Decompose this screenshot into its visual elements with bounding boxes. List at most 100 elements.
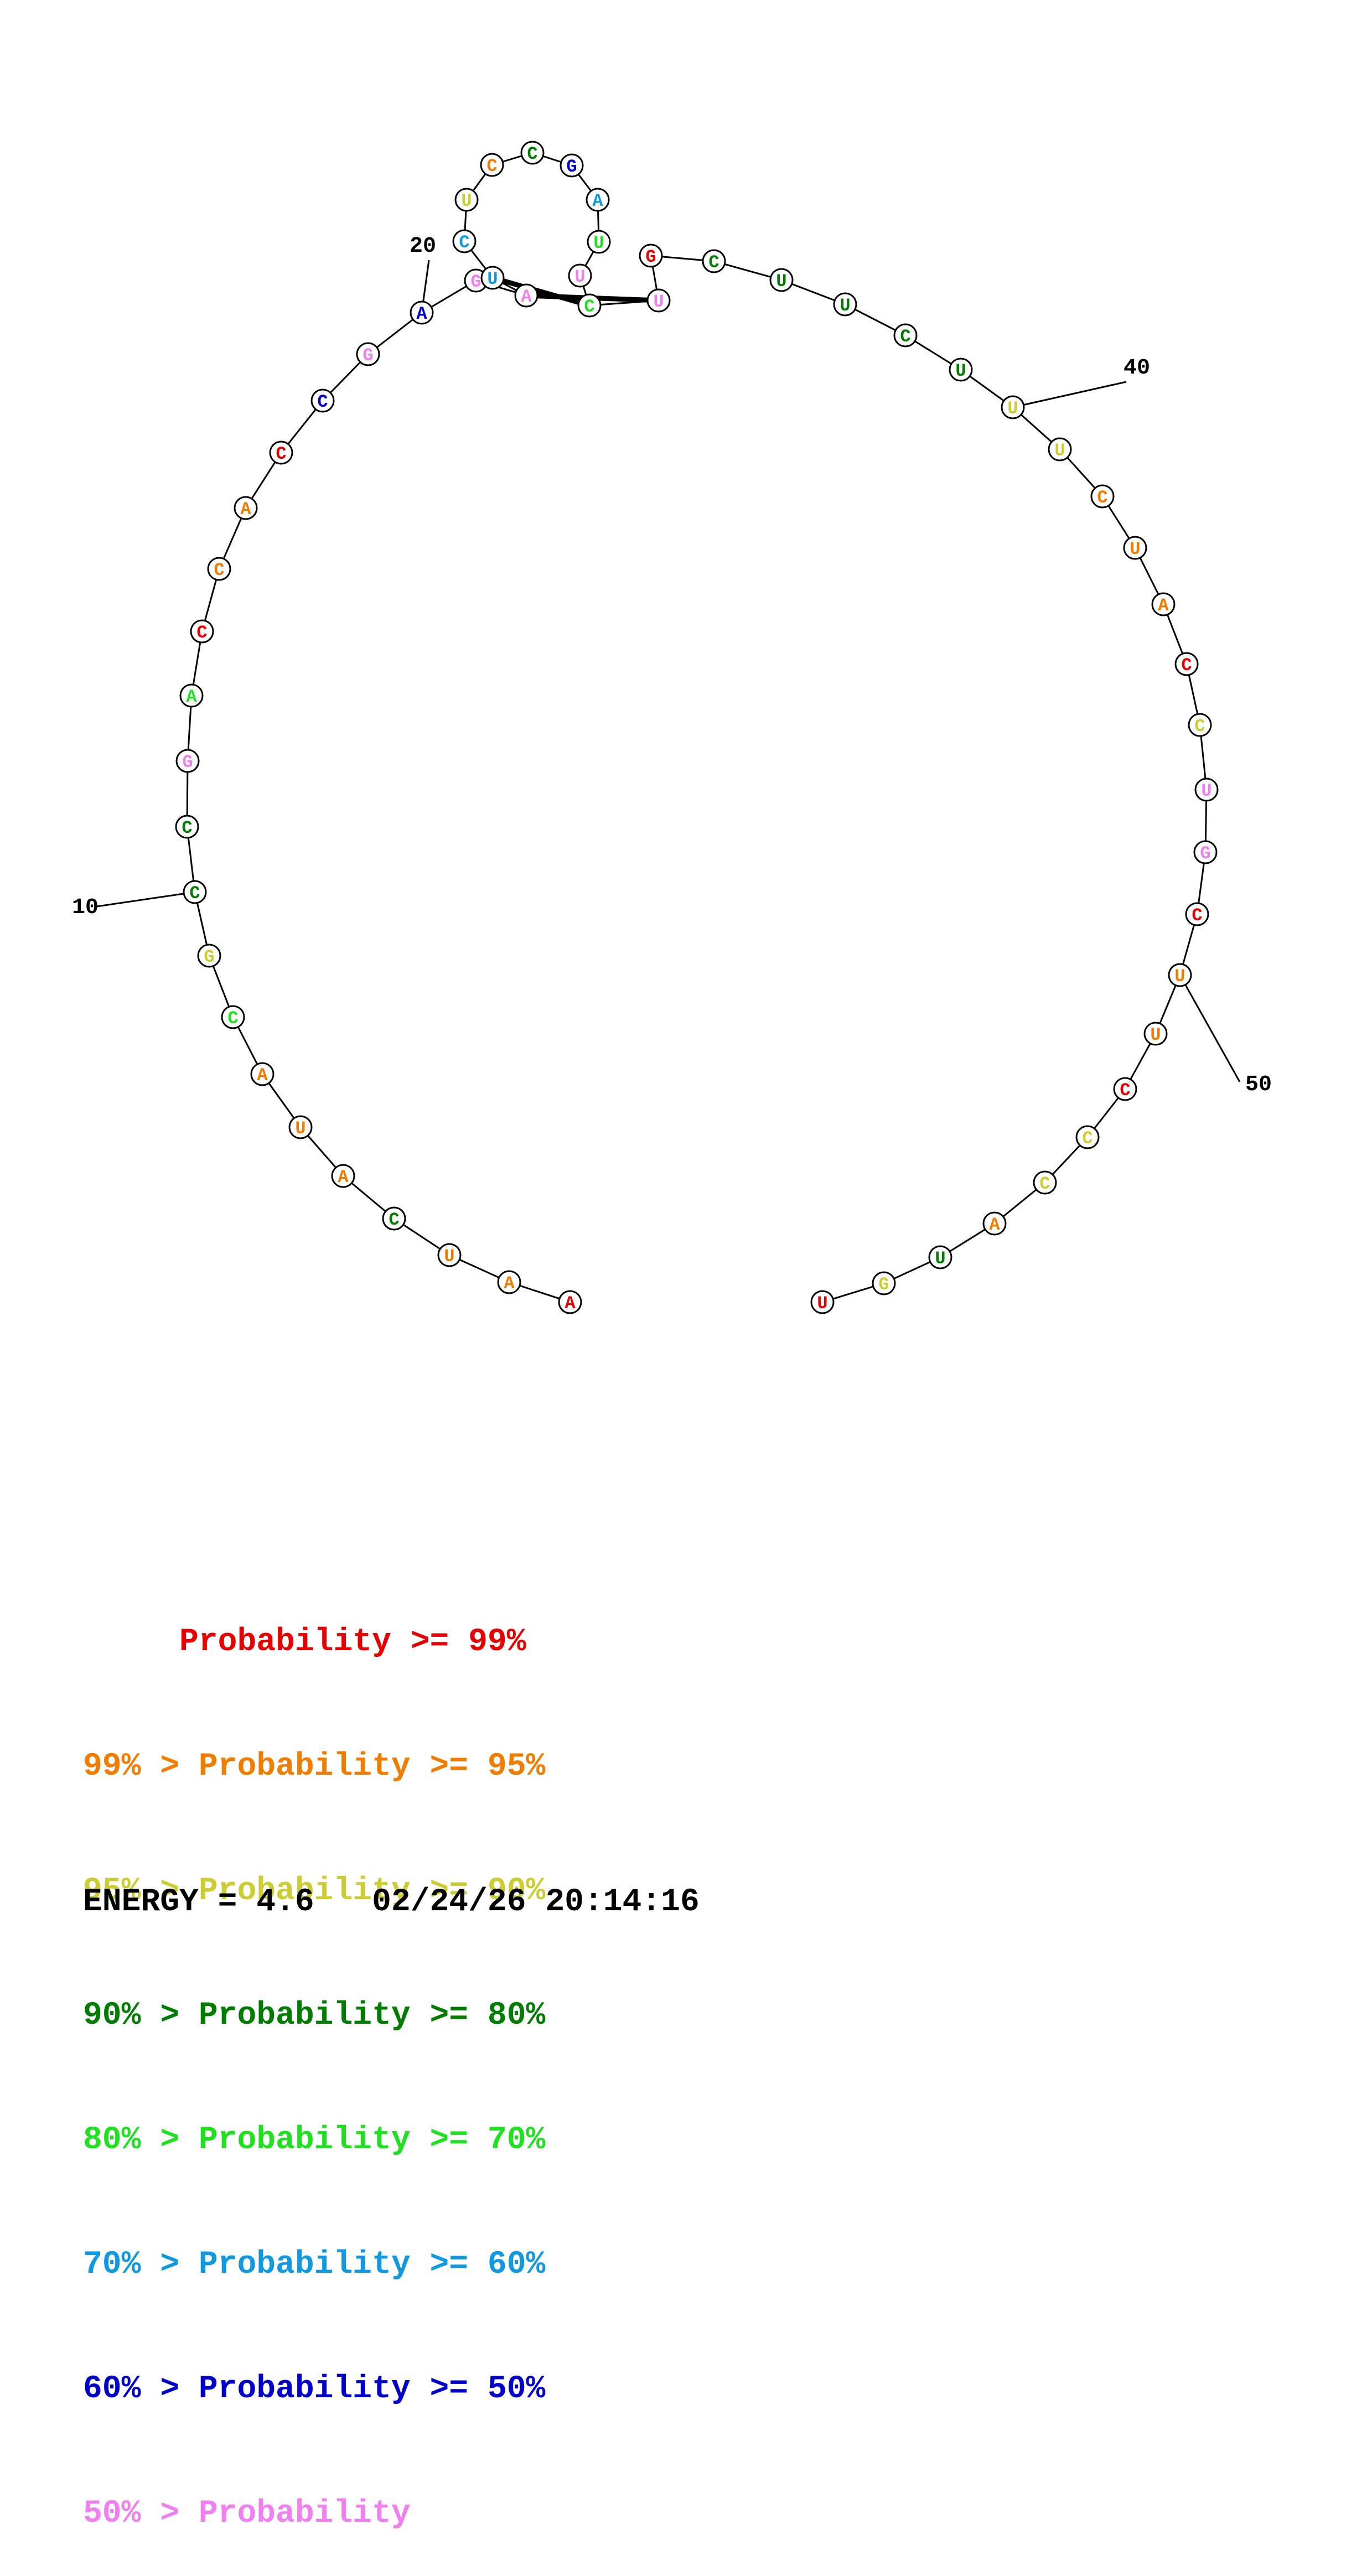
nucleotide-letter: A: [240, 499, 251, 520]
nucleotide: G: [175, 749, 200, 773]
nucleotide: C: [702, 249, 726, 273]
nucleotide: C: [183, 880, 207, 904]
nucleotide-letter: C: [214, 560, 224, 580]
nucleotide: C: [577, 293, 602, 318]
nucleotide-letter: U: [817, 1293, 827, 1314]
legend-row-95: 99% > Probability >= 95%: [83, 1749, 546, 1785]
nucleotide-letter: U: [461, 191, 472, 211]
nucleotide-circle: [1168, 963, 1192, 987]
nucleotide-circle: [1090, 484, 1115, 509]
nucleotide: C: [520, 141, 545, 165]
position-tick: [1012, 381, 1127, 408]
nucleotide-circle: [1143, 1022, 1168, 1046]
nucleotide-letter: A: [338, 1167, 349, 1188]
nucleotide-circle: [639, 243, 663, 268]
nucleotide-letter: U: [1150, 1025, 1161, 1045]
nucleotide-circle: [356, 342, 380, 366]
nucleotide-letter: G: [878, 1274, 889, 1295]
backbone-layer: [186, 152, 1208, 1303]
nucleotide-letter: A: [186, 687, 197, 707]
nucleotide-letter: G: [204, 947, 214, 967]
position-tick: [96, 891, 195, 908]
nucleotide-letter: G: [470, 272, 481, 292]
nucleotide-circle: [872, 1271, 896, 1295]
nucleotide-letter: U: [444, 1246, 454, 1267]
position-label-20: 20: [410, 234, 436, 259]
nucleotide-circle: [1113, 1077, 1137, 1101]
nucleotide: A: [586, 188, 610, 212]
nucleotide-letter: A: [504, 1273, 515, 1294]
nucleotide-letter: C: [1039, 1174, 1050, 1194]
nucleotide: A: [558, 1290, 582, 1314]
nucleotide: U: [833, 292, 857, 317]
nucleotide: A: [982, 1211, 1007, 1236]
position-label-40: 40: [1124, 356, 1150, 381]
nucleotide-circle: [520, 141, 545, 165]
legend-row-70: 80% > Probability >= 70%: [83, 2122, 546, 2158]
nucleotide: C: [893, 323, 918, 348]
nucleotide: C: [190, 619, 214, 644]
nucleotide-circle: [190, 619, 214, 644]
nucleotide: C: [382, 1206, 406, 1231]
nucleotide: U: [437, 1243, 462, 1267]
nucleotide-circle: [1188, 713, 1212, 737]
position-tick: [1179, 975, 1241, 1082]
nucleotide-letter: C: [708, 252, 719, 273]
nucleotide: U: [1168, 963, 1192, 987]
nucleotide: U: [288, 1115, 313, 1139]
nucleotide: C: [1113, 1077, 1137, 1101]
nucleotide: C: [452, 229, 477, 253]
nucleotide-letter: A: [989, 1215, 1000, 1235]
nucleotide-circle: [1193, 840, 1218, 864]
nucleotide-letter: U: [1174, 966, 1185, 987]
nucleotide-circle: [288, 1115, 313, 1139]
nucleotide-circle: [1123, 536, 1147, 560]
nucleotide: A: [514, 283, 539, 308]
nucleotide-circle: [1194, 778, 1219, 802]
nucleotide-letter: C: [182, 818, 192, 838]
nucleotide-circle: [207, 557, 231, 581]
position-label-layer: 10 20 40 50: [72, 234, 1272, 1097]
nucleotide: C: [1185, 902, 1209, 926]
nucleotide-letter: U: [1201, 781, 1211, 801]
nucleotide-circle: [310, 388, 335, 413]
nucleotide-letter: A: [592, 191, 603, 211]
nucleotide: A: [410, 300, 434, 325]
nucleotide-letter: G: [645, 247, 656, 267]
nucleotide-circle: [1075, 1125, 1100, 1149]
nucleotide-circle: [586, 188, 610, 212]
nucleotide-circle: [1048, 437, 1072, 462]
nucleotide-circle: [480, 153, 504, 177]
nucleotide-circle: [577, 293, 602, 318]
nucleotide: G: [197, 944, 221, 968]
nucleotide-letter: U: [593, 233, 604, 253]
nucleotide-letter: C: [584, 297, 594, 317]
nucleotide-letter: C: [527, 144, 537, 164]
nucleotide-letter: C: [389, 1210, 399, 1230]
nucleotide-circle: [1174, 652, 1199, 676]
legend-row-50: 60% > Probability >= 50%: [83, 2371, 546, 2407]
nucleotide: C: [175, 815, 199, 839]
nucleotide: U: [568, 263, 592, 288]
nucleotide-circle: [560, 153, 584, 178]
nucleotide: U: [928, 1245, 952, 1269]
base-pair-bond: [491, 275, 591, 308]
legend-row-99: Probability >= 99%: [83, 1624, 526, 1660]
nucleotide-circle: [183, 880, 207, 904]
nucleotide: C: [480, 153, 504, 177]
nucleotide: U: [587, 230, 611, 254]
probability-legend: Probability >= 99% 99% > Probability >= …: [83, 1538, 545, 2576]
nucleotide-letter: U: [653, 292, 664, 312]
nucleotide: U: [646, 288, 671, 313]
nucleotide: U: [949, 357, 973, 382]
nucleotide-circle: [514, 283, 539, 308]
nucleotide-circle: [928, 1245, 952, 1269]
nucleotide-circle: [558, 1290, 582, 1314]
nucleotide-letter: C: [1120, 1080, 1130, 1101]
nucleotide: G: [639, 243, 663, 268]
nucleotide-circle: [437, 1243, 462, 1267]
legend-row-90: 95% > Probability >= 90%: [83, 1873, 546, 1909]
nucleotide-circle: [1151, 592, 1176, 616]
nucleotide-circle: [179, 683, 204, 708]
